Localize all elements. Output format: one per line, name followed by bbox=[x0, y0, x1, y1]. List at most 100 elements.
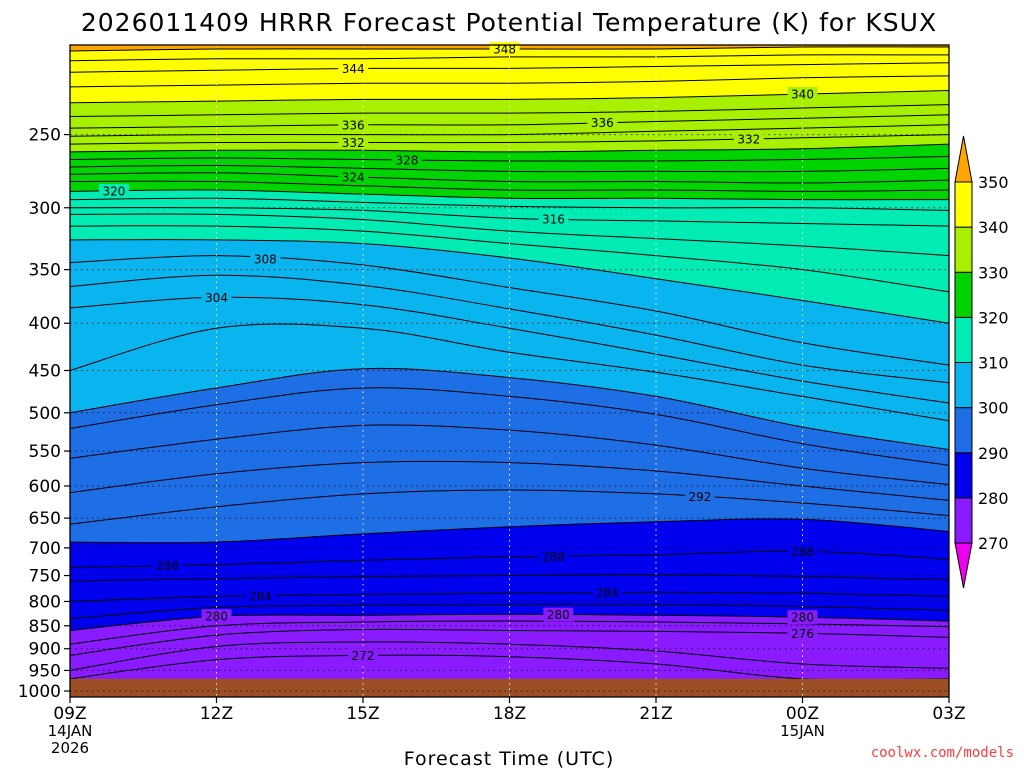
svg-text:288: 288 bbox=[542, 550, 565, 564]
svg-text:284: 284 bbox=[249, 589, 272, 603]
y-tick-label: 250 bbox=[29, 126, 61, 146]
contour-label: 324 bbox=[338, 169, 369, 184]
contour-label: 284 bbox=[245, 588, 276, 603]
contour-label: 288 bbox=[152, 558, 183, 573]
colorbar-label: 300 bbox=[978, 399, 1009, 418]
contour-line-302 bbox=[70, 323, 949, 422]
contour-line-326 bbox=[70, 164, 949, 173]
y-tick-label: 900 bbox=[29, 640, 61, 660]
x-tick-label: 21Z bbox=[639, 704, 672, 724]
svg-text:328: 328 bbox=[395, 153, 418, 167]
contour-line-322 bbox=[70, 180, 949, 192]
colorbar-label: 320 bbox=[978, 308, 1009, 327]
y-tick-label: 450 bbox=[29, 362, 61, 382]
colorbar-box bbox=[954, 497, 973, 544]
y-tick-label: 1000 bbox=[18, 682, 61, 702]
svg-text:292: 292 bbox=[688, 490, 711, 504]
svg-text:316: 316 bbox=[542, 213, 565, 227]
y-tick-label: 500 bbox=[29, 404, 61, 424]
colorbar-box bbox=[954, 452, 973, 499]
x-tick-label: 2026 bbox=[51, 739, 89, 757]
y-tick-label: 600 bbox=[29, 477, 61, 497]
x-tick-label: 03Z bbox=[932, 704, 965, 724]
svg-text:288: 288 bbox=[156, 559, 179, 573]
colorbar-bottom-arrow bbox=[954, 542, 973, 589]
ground-fill bbox=[70, 678, 949, 697]
x-tick-label: 15JAN bbox=[780, 722, 825, 740]
plot-area: 348 344 340 336 336 332 332 328 324 320 316 308 304 2… bbox=[69, 41, 950, 698]
contour-line-300 bbox=[70, 367, 949, 451]
contour-label: 308 bbox=[250, 251, 281, 266]
svg-text:284: 284 bbox=[596, 586, 619, 600]
contour-line-336 bbox=[70, 114, 949, 129]
colorbar-label: 270 bbox=[978, 534, 1009, 553]
colorbar-top-arrow bbox=[954, 135, 973, 183]
svg-text:324: 324 bbox=[342, 170, 365, 184]
y-tick-label: 800 bbox=[29, 592, 61, 612]
colorbar-box bbox=[954, 226, 973, 273]
svg-text:336: 336 bbox=[591, 116, 614, 130]
contour-line-332 bbox=[70, 134, 949, 145]
y-tick-label: 300 bbox=[29, 199, 61, 219]
colorbar-label: 350 bbox=[978, 173, 1009, 192]
contour-label: 280 bbox=[201, 609, 232, 624]
colorbar-label: 340 bbox=[978, 218, 1009, 237]
contour-label: 280 bbox=[787, 610, 818, 625]
colorbar-box bbox=[954, 181, 973, 228]
color-fill-layer bbox=[70, 45, 949, 697]
svg-text:288: 288 bbox=[791, 545, 814, 559]
contour-label: 272 bbox=[348, 648, 378, 663]
contour-label: 316 bbox=[538, 212, 569, 227]
contour-label: 332 bbox=[338, 135, 369, 150]
svg-text:272: 272 bbox=[352, 649, 375, 663]
svg-text:280: 280 bbox=[547, 608, 570, 622]
svg-text:280: 280 bbox=[791, 611, 814, 625]
contour-label: 284 bbox=[592, 585, 623, 600]
contour-label: 280 bbox=[543, 607, 574, 622]
chart-title: 2026011409 HRRR Forecast Potential Tempe… bbox=[81, 8, 937, 37]
x-tick-label: 18Z bbox=[493, 704, 526, 724]
svg-text:280: 280 bbox=[205, 610, 228, 624]
x-tick-label: 12Z bbox=[200, 704, 233, 724]
contour-label: 336 bbox=[338, 117, 369, 132]
contour-label: 276 bbox=[787, 626, 818, 641]
contour-label: 320 bbox=[98, 183, 129, 198]
colorbar-label: 310 bbox=[978, 354, 1009, 373]
svg-text:320: 320 bbox=[102, 184, 125, 198]
contour-labels: 348 344 340 336 336 332 332 328 324 320 316 308 304 2… bbox=[98, 41, 818, 663]
contour-line-310 bbox=[70, 239, 949, 324]
contour-label: 328 bbox=[391, 152, 422, 167]
contour-line-274 bbox=[70, 641, 949, 671]
contour-label: 344 bbox=[338, 61, 369, 76]
colorbar: 270 280 290 300 310 320 330 340 350 bbox=[954, 135, 1009, 589]
svg-text:332: 332 bbox=[342, 136, 365, 150]
contour-line-314 bbox=[70, 213, 949, 257]
contour-label: 304 bbox=[201, 290, 232, 305]
colorbar-label: 280 bbox=[978, 489, 1009, 508]
x-tick-label: 15Z bbox=[346, 704, 379, 724]
svg-text:308: 308 bbox=[254, 252, 277, 266]
y-tick-label: 650 bbox=[29, 509, 61, 529]
contour-line-338 bbox=[70, 104, 949, 117]
x-axis-label: Forecast Time (UTC) bbox=[404, 748, 614, 768]
contour-label: 336 bbox=[587, 115, 618, 130]
contour-label: 340 bbox=[787, 87, 818, 102]
svg-text:276: 276 bbox=[791, 627, 814, 641]
svg-text:340: 340 bbox=[791, 88, 814, 102]
y-tick-label: 550 bbox=[29, 442, 61, 462]
svg-text:336: 336 bbox=[342, 118, 365, 132]
x-tick-label: 00Z bbox=[786, 704, 819, 724]
contour-label: 288 bbox=[787, 544, 818, 559]
contour-line-298 bbox=[70, 387, 949, 466]
contour-label: 288 bbox=[538, 549, 569, 564]
colorbar-box bbox=[954, 316, 973, 363]
colorbar-label: 290 bbox=[978, 444, 1009, 463]
colorbar-box bbox=[954, 362, 973, 409]
colorbar-label: 330 bbox=[978, 263, 1009, 282]
svg-text:332: 332 bbox=[737, 132, 760, 146]
y-tick-label: 750 bbox=[29, 567, 61, 587]
y-tick-label: 850 bbox=[29, 617, 61, 637]
contour-line-342 bbox=[70, 75, 949, 88]
